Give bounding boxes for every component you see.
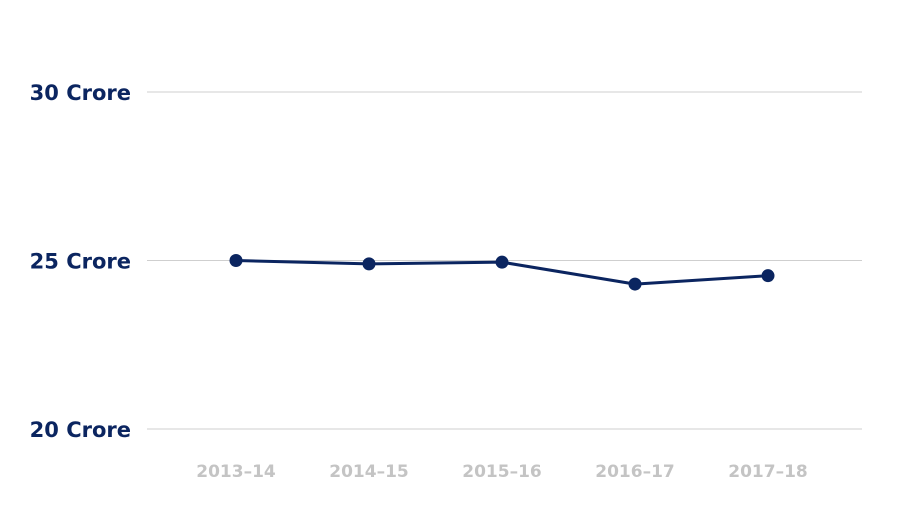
x-tick-label: 2016–17 <box>595 462 674 482</box>
y-tick-label: 30 Crore <box>30 81 131 105</box>
x-tick-label: 2013–14 <box>196 462 276 482</box>
data-point <box>229 254 243 267</box>
series-layer <box>229 254 775 291</box>
y-tick-label: 25 Crore <box>30 250 131 274</box>
data-point <box>628 277 642 291</box>
y-axis-ticks: 30 Crore 25 Crore 20 Crore <box>30 81 131 442</box>
y-tick-label: 20 Crore <box>30 418 131 442</box>
data-point <box>362 257 376 271</box>
x-axis-ticks: 2013–14 2014–15 2015–16 2016–17 2017–18 <box>196 462 807 482</box>
x-tick-label: 2015–16 <box>462 462 541 482</box>
x-tick-label: 2014–15 <box>329 462 408 482</box>
data-point <box>495 255 509 269</box>
x-tick-label: 2017–18 <box>728 462 807 482</box>
data-point <box>761 269 775 283</box>
